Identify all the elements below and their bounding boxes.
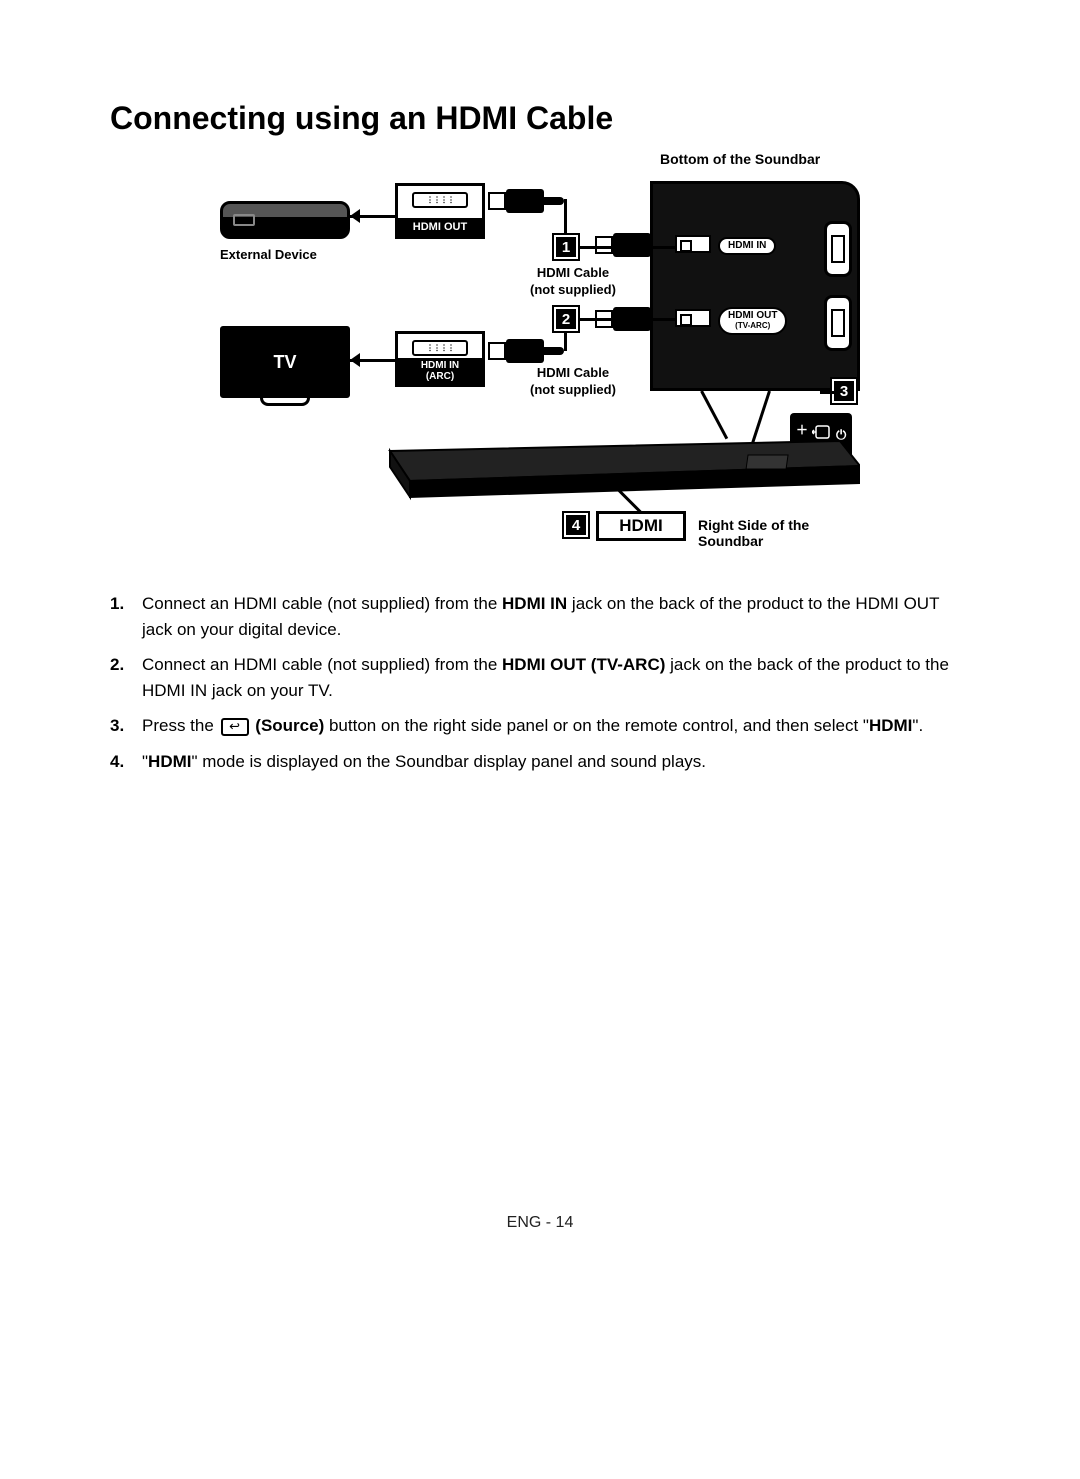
hdmi-in-pill: HDMI IN [718, 237, 776, 255]
volume-up-icon: ＋ [796, 421, 808, 438]
external-device-label: External Device [220, 247, 317, 262]
cable-label-line: (not supplied) [530, 282, 616, 297]
bold-text: HDMI IN [502, 594, 567, 613]
cable-label-line: HDMI Cable [537, 265, 609, 280]
tag-line: HDMI IN [421, 360, 459, 371]
soundbar-port-slot [824, 295, 852, 351]
pill-line: HDMI OUT [728, 310, 777, 321]
tag-line: (ARC) [426, 371, 454, 382]
bold-text: HDMI OUT (TV-ARC) [502, 655, 665, 674]
connector-line [578, 318, 675, 321]
soundbar-hdmi-jack [675, 235, 711, 253]
source-icon [221, 718, 249, 736]
cable-line [564, 199, 567, 235]
cable-label-line: (not supplied) [530, 382, 616, 397]
tv-illustration: TV [220, 326, 350, 398]
soundbar-hdmi-jack [675, 309, 711, 327]
soundbar-svg [370, 441, 860, 501]
step-badge-2: 2 [554, 307, 578, 331]
text: Connect an HDMI cable (not supplied) fro… [142, 594, 502, 613]
step-badge-4: 4 [564, 513, 588, 537]
bold-text: HDMI [148, 752, 191, 771]
soundbar-port-slot [824, 221, 852, 277]
hdmi-in-arc-port-box: HDMI IN (ARC) [395, 331, 485, 387]
arrow-icon [350, 209, 360, 223]
hdmi-in-arc-tag: HDMI IN (ARC) [398, 358, 482, 384]
pointer-line [820, 391, 834, 394]
text: Press the [142, 716, 219, 735]
arrow-icon [350, 353, 360, 367]
page-footer: ENG - 14 [110, 1214, 970, 1232]
hdmi-port-icon [412, 340, 468, 356]
text: " mode is displayed on the Soundbar disp… [192, 752, 707, 771]
text: ". [912, 716, 923, 735]
instruction-step-4: "HDMI" mode is displayed on the Soundbar… [110, 749, 970, 775]
instruction-step-1: Connect an HDMI cable (not supplied) fro… [110, 591, 970, 642]
hdmi-out-port-box: HDMI OUT [395, 183, 485, 239]
step-badge-1: 1 [554, 235, 578, 259]
hdmi-display-box: HDMI [596, 511, 686, 541]
text: Connect an HDMI cable (not supplied) fro… [142, 655, 502, 674]
connector-line [578, 246, 675, 249]
instruction-list: Connect an HDMI cable (not supplied) fro… [110, 591, 970, 774]
external-device-illustration [220, 201, 350, 239]
instruction-step-3: Press the (Source) button on the right s… [110, 713, 970, 739]
bold-text: HDMI [869, 716, 912, 735]
pointer-line [751, 391, 771, 445]
bottom-soundbar-label: Bottom of the Soundbar [660, 151, 820, 167]
hdmi-out-tag: HDMI OUT [398, 218, 482, 236]
connection-diagram: Bottom of the Soundbar External Device H… [220, 161, 860, 561]
pointer-line [700, 390, 728, 439]
soundbar-illustration [370, 441, 860, 501]
cable-label-1: HDMI Cable (not supplied) [530, 265, 616, 299]
text: button on the right side panel or on the… [324, 716, 869, 735]
cable-label-2: HDMI Cable (not supplied) [530, 365, 616, 399]
hdmi-port-icon [412, 192, 468, 208]
hdmi-connector-icon [488, 189, 564, 213]
hdmi-connector-icon [488, 339, 564, 363]
pill-line: (TV-ARC) [735, 321, 770, 330]
bold-text: (Source) [255, 716, 324, 735]
soundbar-bottom-panel [650, 181, 860, 391]
page-title: Connecting using an HDMI Cable [110, 100, 970, 137]
hdmi-out-pill: HDMI OUT (TV-ARC) [718, 307, 787, 335]
right-side-label: Right Side of the Soundbar [698, 517, 860, 549]
step-badge-3: 3 [832, 379, 856, 403]
cable-label-line: HDMI Cable [537, 365, 609, 380]
tv-stand [260, 398, 310, 406]
instruction-step-2: Connect an HDMI cable (not supplied) fro… [110, 652, 970, 703]
